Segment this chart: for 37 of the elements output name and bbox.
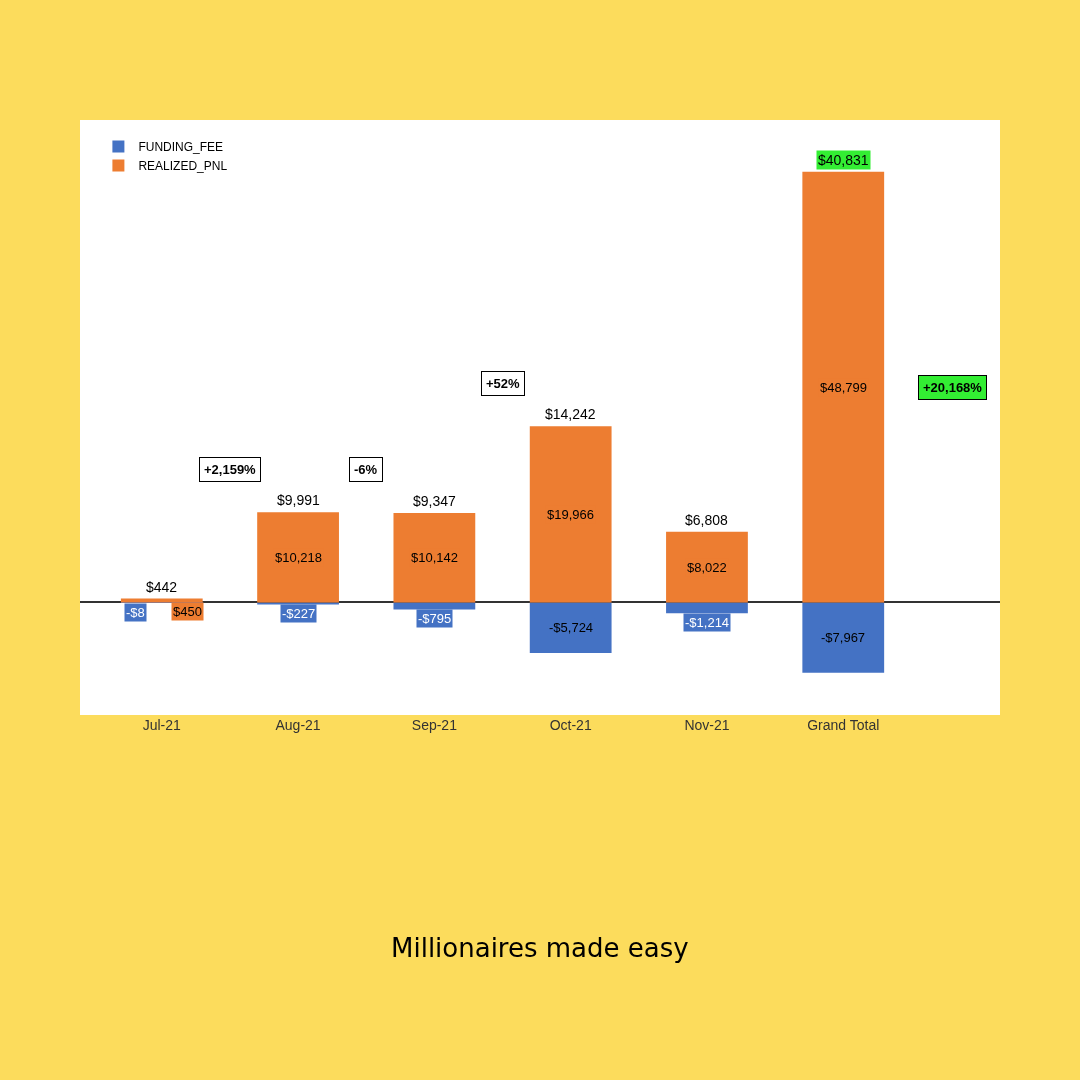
x-tick-label: Oct-21 xyxy=(549,717,592,733)
annotation: +52% xyxy=(486,376,521,391)
annotation: -6% xyxy=(354,462,378,477)
total-label: $40,831 xyxy=(818,152,869,168)
data-label: $450 xyxy=(173,604,202,619)
x-tick-label: Sep-21 xyxy=(411,717,458,733)
total-label: $6,808 xyxy=(685,512,729,528)
total-label: $14,242 xyxy=(545,406,596,422)
bar xyxy=(257,512,339,603)
data-label: -$5,724 xyxy=(549,620,594,635)
data-label: -$1,214 xyxy=(685,615,730,630)
annotation: +2,159% xyxy=(204,462,257,477)
x-tick-label: Nov-21 xyxy=(684,717,730,733)
annotation: +20,168% xyxy=(923,380,983,395)
x-tick-label: Grand Total xyxy=(807,717,880,733)
data-label: -$7,967 xyxy=(821,630,866,645)
data-label: $10,218 xyxy=(275,550,322,565)
bar xyxy=(393,512,476,603)
total-label: $9,347 xyxy=(413,493,457,509)
data-label: $8,022 xyxy=(687,560,727,575)
legend-label: REALIZED_PNL xyxy=(138,159,228,174)
text: Millionaires made easy xyxy=(391,933,689,963)
x-tick-label: Aug-21 xyxy=(275,717,321,733)
legend-label: FUNDING_FEE xyxy=(138,140,224,155)
data-label: -$8 xyxy=(126,605,145,620)
total-label: $9,991 xyxy=(277,492,321,508)
total-label: $442 xyxy=(146,579,178,595)
data-label: $19,966 xyxy=(547,507,594,522)
bar xyxy=(802,171,885,603)
bar xyxy=(666,531,748,603)
data-label: -$795 xyxy=(418,611,452,626)
data-label: $10,142 xyxy=(411,550,458,565)
bar xyxy=(529,426,612,603)
data-label: -$227 xyxy=(282,606,316,621)
data-label: $48,799 xyxy=(820,380,867,395)
bar xyxy=(802,602,885,673)
x-tick-label: Jul-21 xyxy=(142,717,182,733)
